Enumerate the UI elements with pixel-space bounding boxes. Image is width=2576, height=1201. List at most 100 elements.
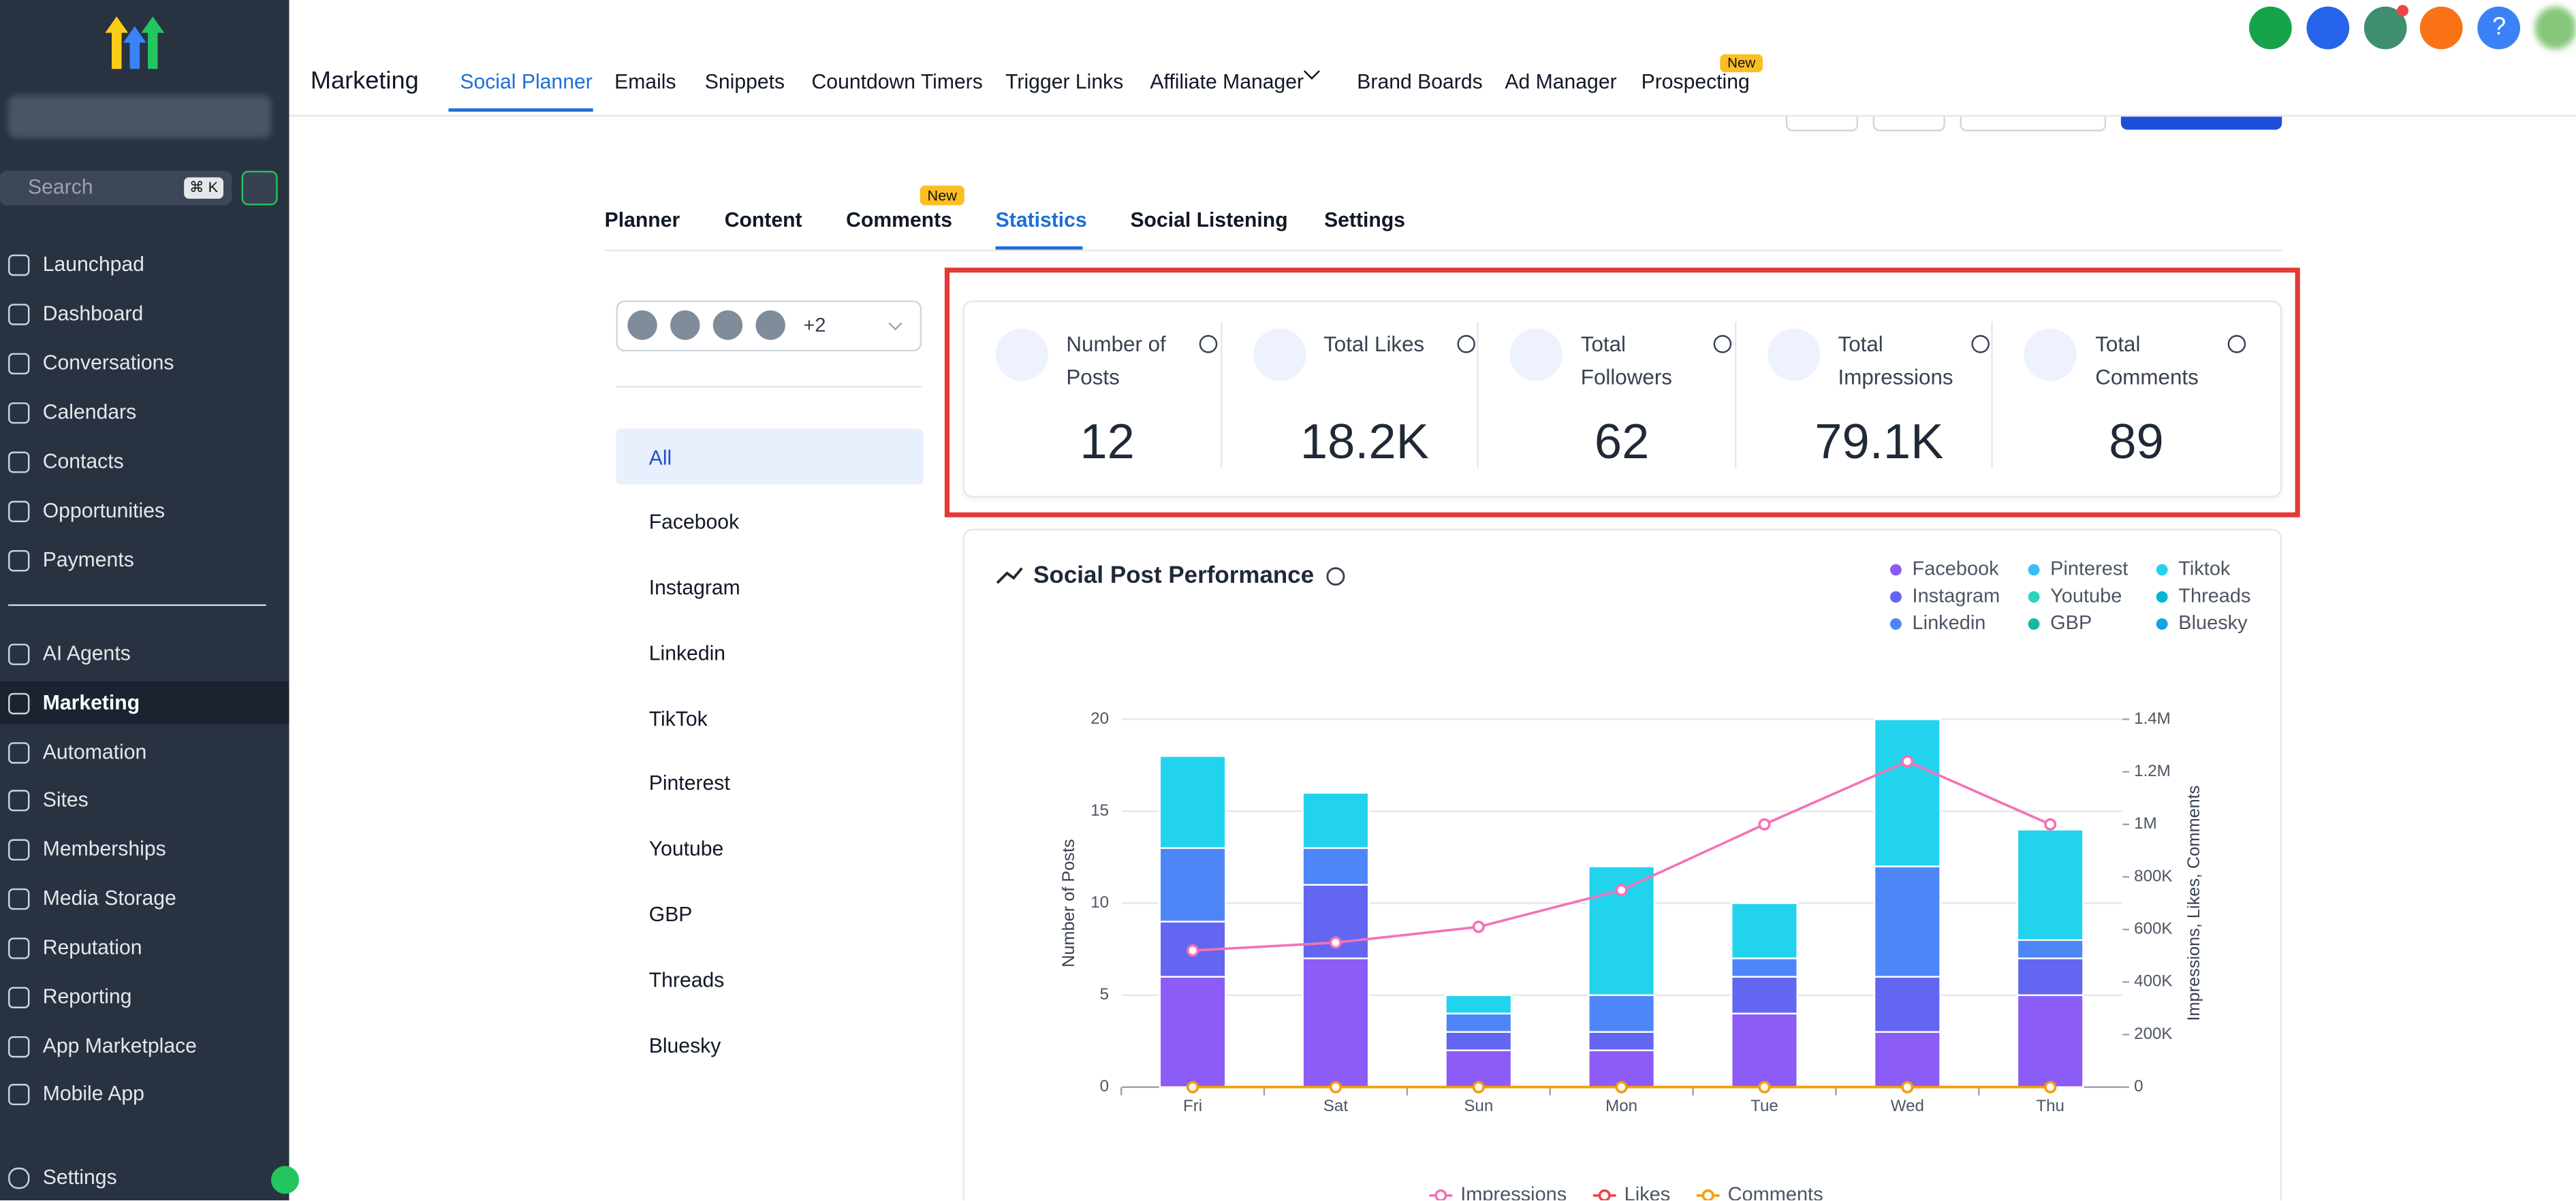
info-icon[interactable] [2228, 335, 2247, 353]
sub-tab[interactable]: Social Listening [1130, 208, 1288, 232]
sidebar-item-label: Marketing [42, 691, 140, 715]
stat-value: 89 [2109, 415, 2164, 470]
bar-segment [1159, 976, 1227, 1088]
platform-filter[interactable]: GBP [648, 903, 693, 927]
sidebar-item[interactable]: Dashboard [0, 292, 289, 335]
sub-tab[interactable]: Content [724, 208, 802, 232]
highlight-box [944, 268, 2300, 517]
sidebar-item[interactable]: Memberships [0, 828, 289, 871]
sidebar-item[interactable]: Settings [0, 1156, 289, 1199]
platform-filter[interactable]: Facebook [648, 511, 740, 534]
sidebar: Search ⌘ K Settings Launchpad Dashboard Co… [0, 0, 289, 1201]
x-tick-label: Tue [1750, 1097, 1778, 1115]
platform-filter[interactable]: Instagram [648, 576, 740, 600]
top-tab[interactable]: Social Planner [460, 70, 593, 94]
platform-filter[interactable]: Threads [648, 969, 725, 992]
info-icon[interactable] [1714, 335, 1732, 353]
top-tab[interactable]: Trigger Links [1005, 70, 1124, 94]
quick-action-button[interactable] [241, 170, 278, 206]
sub-tab[interactable]: Comments [846, 208, 952, 232]
platform-filter[interactable]: All [648, 447, 672, 470]
legend-swatch [1889, 618, 1902, 630]
top-tab[interactable]: Ad Manager [1505, 70, 1617, 94]
top-tab[interactable]: Prospecting [1641, 70, 1750, 94]
sidebar-item[interactable]: Reporting [0, 976, 289, 1019]
avatar[interactable] [2534, 6, 2576, 50]
account-switcher[interactable] [8, 95, 271, 138]
y-tick-label: 0 [1100, 1077, 1109, 1095]
top-icon-button[interactable]: ? [2477, 6, 2521, 50]
platform-filter[interactable]: TikTok [648, 707, 708, 731]
platform-filter[interactable]: Youtube [648, 837, 724, 861]
sidebar-item[interactable]: Calendars [0, 391, 289, 434]
sidebar-item-label: Contacts [42, 449, 124, 473]
line-point [1901, 755, 1914, 768]
logo [105, 16, 165, 69]
chart-title: Social Post Performance [1033, 562, 1314, 588]
line-point [1758, 818, 1771, 831]
platform-filter[interactable]: Pinterest [648, 771, 730, 795]
bar-segment [1159, 847, 1227, 923]
line-point [1187, 1080, 1199, 1093]
stat-icon [1253, 328, 1306, 381]
info-icon[interactable] [1326, 567, 1345, 586]
legend-label: Bluesky [2178, 612, 2248, 634]
sidebar-item[interactable]: Mobile App [0, 1072, 289, 1115]
account-avatar [625, 308, 659, 342]
account-avatar [711, 308, 744, 342]
platform-filter[interactable]: Linkedin [648, 642, 726, 665]
top-icon-button[interactable] [2420, 6, 2464, 50]
line-point [1615, 1080, 1628, 1093]
top-tab[interactable]: Emails [614, 70, 676, 94]
top-tab[interactable]: Countdown Timers [811, 70, 983, 94]
line-point [1615, 884, 1628, 897]
bar-segment [1159, 755, 1227, 849]
sidebar-item[interactable]: App Marketplace [0, 1025, 289, 1068]
sidebar-item[interactable]: Sites [0, 778, 289, 821]
sidebar-icon [8, 550, 30, 572]
top-icon-button[interactable] [2249, 6, 2292, 50]
legend-label: Pinterest [2050, 558, 2128, 580]
info-icon[interactable] [1199, 335, 1218, 353]
legend-label: Comments [1728, 1184, 1823, 1201]
sidebar-item[interactable]: Opportunities [0, 490, 289, 532]
x-tick-label: Fri [1183, 1097, 1202, 1115]
x-tick-label: Sat [1323, 1097, 1348, 1115]
sidebar-icon [8, 402, 30, 424]
trend-icon [996, 567, 1023, 584]
sub-tab[interactable]: Settings [1324, 208, 1406, 232]
bar-segment [1731, 957, 1798, 978]
sidebar-item[interactable]: Marketing [0, 681, 289, 724]
top-nav-title: Marketing [310, 67, 419, 95]
sidebar-item[interactable]: Conversations [0, 342, 289, 385]
sidebar-item[interactable]: Reputation [0, 926, 289, 969]
chart-card [962, 528, 2282, 1201]
line-point [1329, 936, 1342, 949]
top-icon-button[interactable] [2306, 6, 2349, 50]
account-select[interactable] [616, 300, 922, 352]
info-icon[interactable] [1456, 335, 1475, 353]
sidebar-item[interactable]: Contacts [0, 440, 289, 483]
y-tick-label: 15 [1090, 801, 1109, 820]
top-tab[interactable]: Affiliate Manager [1150, 70, 1304, 94]
bar-segment [1302, 792, 1370, 849]
sidebar-icon [8, 254, 30, 276]
active-tab-underline [448, 108, 593, 112]
info-icon[interactable] [1970, 335, 1990, 353]
top-tab[interactable]: Brand Boards [1357, 70, 1483, 94]
divider [604, 249, 2282, 252]
sidebar-icon [8, 839, 30, 861]
stat-label: Number of Posts [1066, 332, 1166, 389]
sidebar-item[interactable]: Automation [0, 731, 289, 773]
top-tab[interactable]: Snippets [704, 70, 785, 94]
sub-tab[interactable]: Statistics [995, 208, 1087, 232]
sidebar-item[interactable]: Media Storage [0, 877, 289, 920]
sub-tab[interactable]: Planner [604, 208, 680, 232]
sidebar-item[interactable]: Launchpad [0, 243, 289, 286]
sidebar-icon [8, 643, 30, 665]
sidebar-item[interactable]: Payments [0, 539, 289, 581]
collapse-button[interactable] [270, 1166, 299, 1194]
platform-filter[interactable]: Bluesky [648, 1034, 721, 1058]
sidebar-item[interactable]: AI Agents [0, 632, 289, 675]
